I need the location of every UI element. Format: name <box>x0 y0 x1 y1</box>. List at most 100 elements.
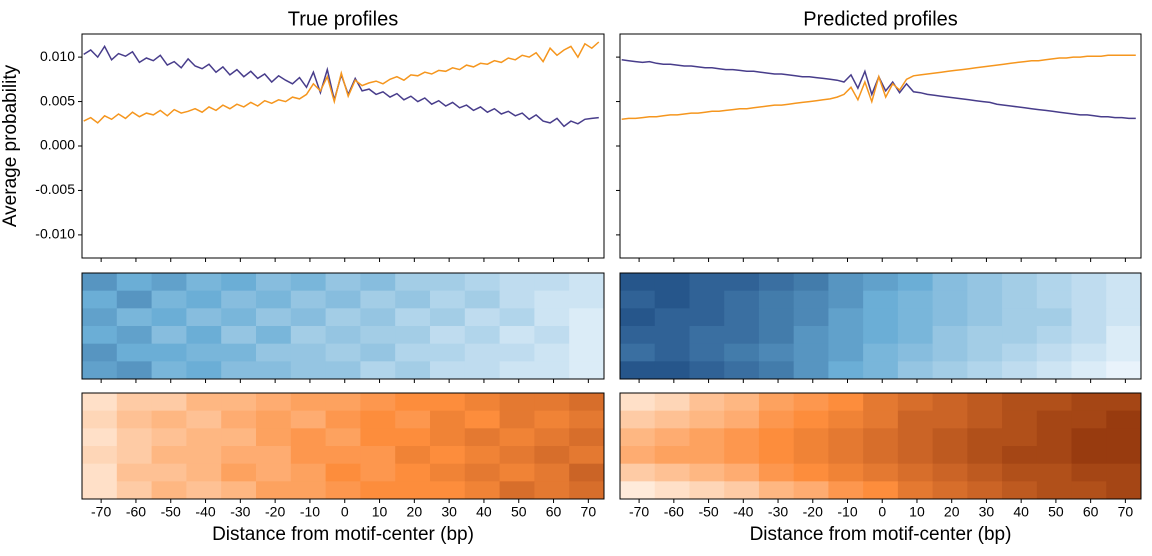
heatmap-cell <box>116 463 153 482</box>
heatmap-cell <box>116 393 153 412</box>
heatmap-cell <box>221 326 257 345</box>
heatmap-cell <box>758 308 795 327</box>
heatmap-cell <box>256 446 292 465</box>
heatmap-cell <box>569 361 605 380</box>
heatmap-cell <box>793 326 829 345</box>
heatmap-cell <box>1036 273 1073 292</box>
heatmap-cell <box>689 308 725 327</box>
heatmap-cell <box>82 326 118 345</box>
heatmap-cell <box>569 410 605 429</box>
x-tick-label: 20 <box>944 504 960 520</box>
heatmap-cell <box>1002 326 1038 345</box>
heatmap-cell <box>221 290 257 309</box>
heatmap-cell <box>793 290 829 309</box>
heatmap-cell <box>151 290 187 309</box>
heatmap-cell <box>1002 308 1038 327</box>
heatmap-cell <box>932 410 968 429</box>
heatmap-cell <box>724 290 760 309</box>
heatmap-cell <box>724 481 760 500</box>
heatmap-cell <box>256 393 292 412</box>
heatmap-cell <box>186 326 222 345</box>
heatmap-cell <box>325 393 361 412</box>
heatmap-cell <box>654 308 690 327</box>
heatmap-cell <box>360 481 396 500</box>
heatmap-cell <box>967 290 1003 309</box>
heatmap-cell <box>569 446 605 465</box>
heatmap-cell <box>151 410 187 429</box>
heatmap-cell <box>360 326 396 345</box>
heatmap-cell <box>256 290 292 309</box>
heatmap-cell <box>395 463 431 482</box>
y-tick-label: 0.010 <box>40 48 75 64</box>
heatmap-cell <box>221 481 257 500</box>
heatmap-cell <box>430 428 466 447</box>
heatmap-cell <box>221 273 257 292</box>
heatmap-cell <box>534 481 570 500</box>
heatmap-cell <box>689 326 725 345</box>
heatmap-cell <box>534 463 570 482</box>
heatmap-cell <box>430 446 466 465</box>
heatmap-cell <box>1106 463 1142 482</box>
heatmap-cell <box>1002 481 1038 500</box>
heatmap-cell <box>932 393 968 412</box>
heatmap-cell <box>932 290 968 309</box>
heatmap-cell <box>1002 410 1038 429</box>
heatmap-cell <box>654 343 690 362</box>
heatmap-cell <box>360 393 396 412</box>
heatmap-cell <box>395 393 431 412</box>
heatmap-cell <box>430 273 466 292</box>
heatmap-cell <box>932 428 968 447</box>
heatmap-cell <box>325 290 361 309</box>
heatmap-cell <box>828 446 864 465</box>
x-tick-label: 10 <box>909 504 925 520</box>
heatmap-cell <box>290 361 327 380</box>
heatmap-cell <box>758 361 795 380</box>
heatmap-cell <box>325 361 361 380</box>
heatmap-cell <box>186 273 222 292</box>
heatmap-cell <box>186 446 222 465</box>
heatmap-cell <box>967 273 1003 292</box>
heatmap-cell <box>1071 308 1107 327</box>
heatmap-cell <box>932 273 968 292</box>
heatmap-cell <box>290 343 327 362</box>
heatmap-cell <box>689 410 725 429</box>
heatmap-cell <box>360 428 396 447</box>
heatmap-cell <box>569 308 605 327</box>
heatmap-cell <box>620 326 656 345</box>
heatmap-cell <box>499 463 535 482</box>
heatmap-cell <box>499 290 535 309</box>
x-tick-label: 60 <box>546 504 562 520</box>
heatmap-cell <box>82 481 118 500</box>
heatmap-cell <box>569 273 605 292</box>
heatmap-cell <box>897 343 934 362</box>
heatmap-cell <box>499 428 535 447</box>
heatmap-cell <box>290 463 327 482</box>
heatmap-cell <box>932 326 968 345</box>
y-tick-label: -0.010 <box>35 226 75 242</box>
heatmap-cell <box>1002 463 1038 482</box>
heatmap-cell <box>499 326 535 345</box>
heatmap-cell <box>1036 393 1073 412</box>
heatmap-cell <box>897 326 934 345</box>
heatmap-cell <box>897 410 934 429</box>
heatmap-cell <box>395 446 431 465</box>
heatmap-cell <box>151 343 187 362</box>
heatmap-cell <box>464 446 501 465</box>
heatmap-cell <box>116 361 153 380</box>
x-tick-label: -70 <box>629 504 649 520</box>
heatmap-cell <box>1071 273 1107 292</box>
panel-frame <box>81 392 605 500</box>
heatmap-cell <box>932 481 968 500</box>
x-tick-label: -10 <box>837 504 857 520</box>
heatmap-cell <box>186 428 222 447</box>
heatmap-cell <box>654 273 690 292</box>
heatmap-cell <box>1106 273 1142 292</box>
heatmap-cell <box>828 273 864 292</box>
heatmap-cell <box>569 463 605 482</box>
heatmap-cell <box>1106 428 1142 447</box>
profile-line <box>83 44 599 128</box>
heatmap-cell <box>620 343 656 362</box>
heatmap-cell <box>534 326 570 345</box>
heatmap-cell <box>569 428 605 447</box>
heatmap-cell <box>151 308 187 327</box>
